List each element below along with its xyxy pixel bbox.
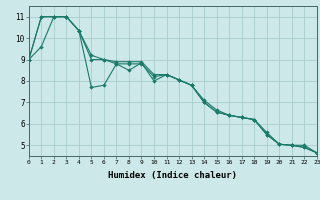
X-axis label: Humidex (Indice chaleur): Humidex (Indice chaleur) [108,171,237,180]
